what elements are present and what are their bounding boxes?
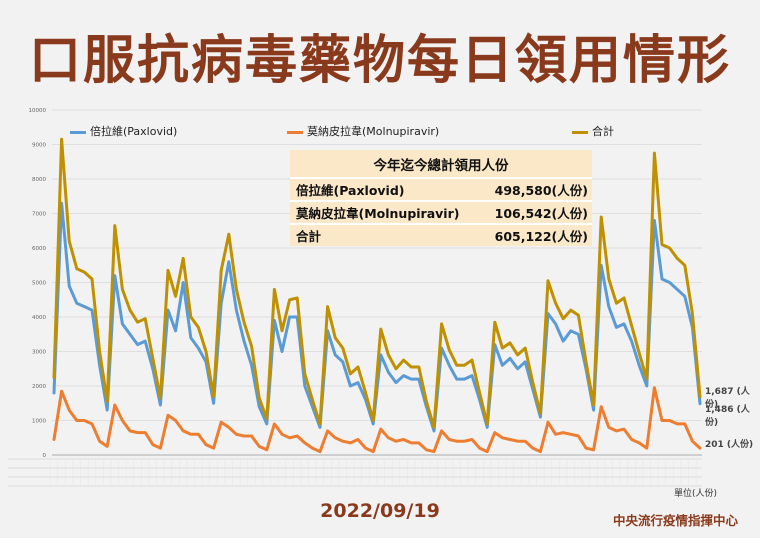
series-line-1	[52, 386, 702, 454]
legend-item-total: 合計	[572, 123, 614, 139]
summary-name: 倍拉維(Paxlovid)	[296, 183, 405, 198]
series-line-2	[52, 137, 702, 429]
date-label: 2022/09/19	[320, 500, 440, 522]
unit-label: 單位(人份)	[674, 489, 718, 499]
legend-swatch-molnupiravir	[287, 130, 303, 134]
summary-value: 106,542(人份)	[494, 206, 588, 221]
legend-label-total: 合計	[592, 125, 614, 138]
legend-item-molnupiravir: 莫納皮拉韋(Molnupiravir)	[287, 123, 439, 139]
y-tick-label: 5000	[32, 281, 46, 287]
y-tick-label: 4000	[32, 315, 46, 321]
y-tick-label: 3000	[32, 350, 46, 356]
legend-item-paxlovid: 倍拉維(Paxlovid)	[70, 123, 177, 139]
page-title: 口服抗病毒藥物每日領用情形	[28, 31, 731, 91]
summary-header: 今年迄今總計領用人份	[290, 150, 592, 179]
y-tick-label: 2000	[32, 384, 46, 390]
summary-name: 合計	[296, 229, 322, 244]
summary-value: 605,122(人份)	[494, 229, 588, 244]
y-tick-label: 10000	[29, 108, 47, 114]
legend-swatch-paxlovid	[70, 130, 86, 134]
summary-table: 今年迄今總計領用人份 倍拉維(Paxlovid) 498,580(人份) 莫納皮…	[290, 150, 592, 246]
y-tick-label: 1000	[32, 419, 46, 425]
legend-label-molnupiravir: 莫納皮拉韋(Molnupiravir)	[307, 125, 440, 138]
end-label-paxlovid: 1,486 (人份)	[705, 405, 750, 428]
summary-row-total: 合計 605,122(人份)	[290, 225, 592, 246]
y-tick-label: 0	[43, 453, 47, 459]
summary-value: 498,580(人份)	[494, 183, 588, 198]
summary-row-paxlovid: 倍拉維(Paxlovid) 498,580(人份)	[290, 179, 592, 202]
y-tick-label: 7000	[32, 212, 46, 218]
end-label-molnupiravir: 201 (人份)	[705, 440, 754, 450]
y-tick-label: 8000	[32, 177, 46, 183]
summary-row-molnupiravir: 莫納皮拉韋(Molnupiravir) 106,542(人份)	[290, 202, 592, 225]
summary-name: 莫納皮拉韋(Molnupiravir)	[296, 206, 460, 221]
y-tick-label: 9000	[32, 143, 46, 149]
organization-label: 中央流行疫情指揮中心	[612, 513, 738, 528]
end-label-total: 1,687 (人份)	[705, 387, 750, 410]
legend-label-paxlovid: 倍拉維(Paxlovid)	[90, 125, 178, 138]
legend-swatch-total	[572, 130, 588, 134]
y-tick-label: 6000	[32, 246, 46, 252]
